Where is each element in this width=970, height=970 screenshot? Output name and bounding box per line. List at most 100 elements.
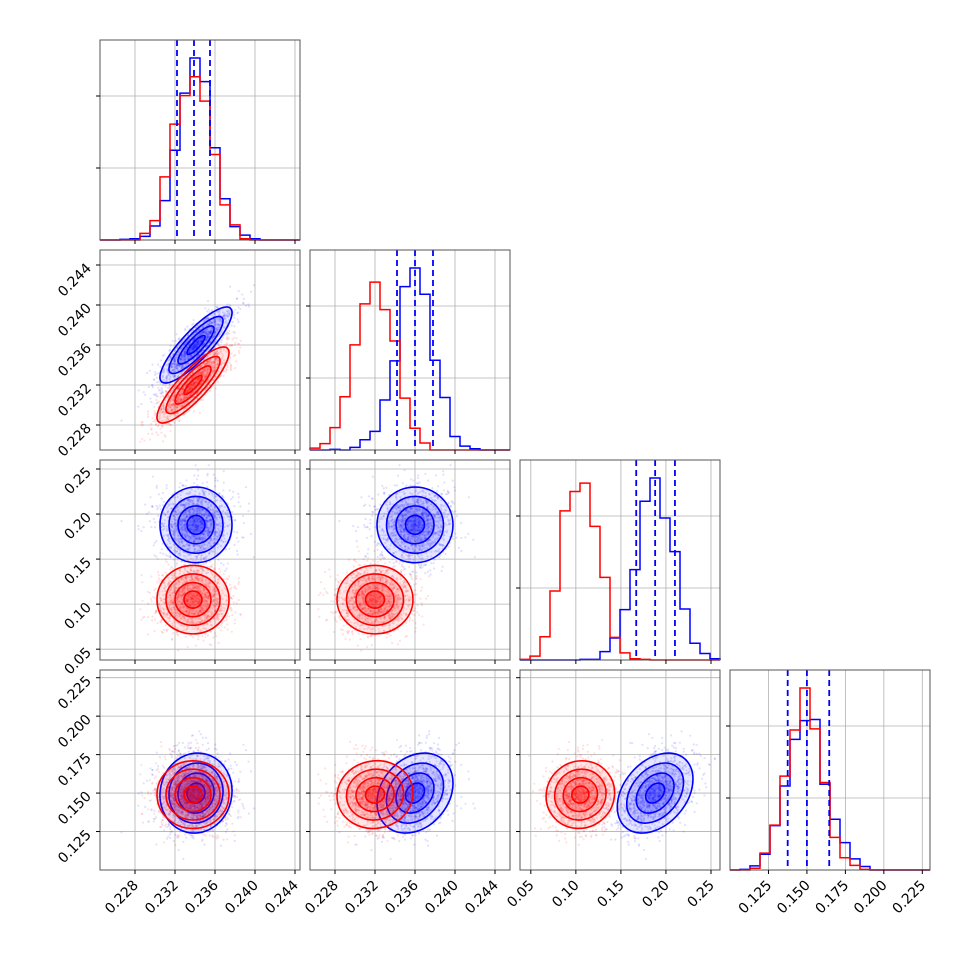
- scatter-point-blue: [161, 379, 164, 382]
- scatter-point-blue: [194, 464, 197, 467]
- scatter-point-blue: [222, 470, 225, 473]
- scatter-point-blue: [228, 304, 231, 307]
- scatter-point-blue: [153, 554, 156, 557]
- scatter-point-blue: [237, 321, 240, 324]
- scatter-point-red: [197, 635, 200, 638]
- scatter-point-red: [164, 623, 167, 627]
- scatter-point-blue: [157, 386, 160, 389]
- scatter-point-blue: [199, 333, 202, 336]
- scatter-point-red: [150, 575, 153, 578]
- scatter-point-blue: [163, 353, 166, 356]
- scatter-point-blue: [213, 324, 216, 327]
- scatter-point-blue: [151, 384, 154, 387]
- scatter-point-blue: [162, 552, 165, 555]
- scatter-point-blue: [180, 355, 183, 358]
- scatter-point-blue: [184, 355, 187, 358]
- scatter-point-blue: [206, 335, 209, 338]
- scatter-point-blue: [177, 351, 180, 354]
- scatter-point-blue: [237, 290, 240, 293]
- scatter-point-blue: [144, 503, 147, 506]
- grid-lines: [100, 40, 930, 870]
- scatter-point-red: [140, 423, 143, 426]
- scatter-point-blue: [181, 364, 184, 367]
- scatter-point-blue: [210, 321, 213, 324]
- scatter-point-red: [230, 586, 233, 589]
- scatter-point-red: [164, 385, 167, 388]
- scatter-point-blue: [183, 350, 186, 353]
- scatter-point-blue: [194, 344, 197, 347]
- scatter-point-blue: [179, 364, 182, 367]
- scatter-point-red: [139, 440, 142, 443]
- scatter-point-red: [206, 634, 209, 637]
- scatter-point-red: [204, 635, 207, 638]
- scatter-point-red: [229, 366, 232, 369]
- scatter-point-blue: [197, 339, 200, 343]
- scatter-point-blue: [214, 320, 217, 324]
- scatter-point-blue: [179, 359, 183, 362]
- scatter-point-blue: [190, 347, 193, 350]
- scatter-point-red: [147, 410, 150, 413]
- scatter-point-blue: [193, 482, 196, 485]
- scatter-point-blue: [187, 362, 190, 365]
- scatter-point-blue: [151, 505, 154, 508]
- scatter-point-blue: [155, 504, 158, 507]
- scatter-point-blue: [169, 349, 172, 352]
- scatter-point-blue: [195, 344, 198, 347]
- scatter-point-red: [178, 419, 181, 422]
- scatter-point-blue: [196, 341, 200, 344]
- scatter-point-blue: [157, 380, 161, 383]
- scatter-point-blue: [173, 358, 176, 361]
- scatter-point-blue: [247, 305, 250, 308]
- scatter-point-blue: [175, 562, 178, 565]
- scatter-point-blue: [231, 510, 234, 514]
- scatter-point-blue: [120, 419, 123, 422]
- scatter-point-red: [141, 437, 144, 440]
- scatter-point-blue: [205, 481, 208, 484]
- scatter-point-blue: [220, 338, 223, 341]
- scatter-point-blue: [181, 484, 184, 487]
- scatter-point-blue: [192, 352, 196, 356]
- scatter-point-blue: [175, 364, 178, 367]
- scatter-point-red: [165, 628, 168, 632]
- scatter-point-blue: [217, 558, 220, 561]
- scatter-point-blue: [252, 556, 256, 559]
- scatter-point-red: [198, 411, 201, 414]
- scatter-point-red: [140, 574, 143, 577]
- scatter-point-blue: [140, 403, 143, 406]
- scatter-point-red: [164, 558, 167, 561]
- scatter-point-red: [141, 599, 144, 602]
- scatter-point-blue: [209, 332, 212, 335]
- scatter-point-blue: [160, 497, 163, 500]
- scatter-point-blue: [226, 332, 229, 335]
- scatter-point-blue: [236, 553, 239, 556]
- scatter-point-red: [202, 639, 205, 642]
- scatter-point-blue: [239, 307, 242, 311]
- scatter-point-blue: [216, 479, 219, 482]
- scatter-point-red: [164, 571, 167, 574]
- scatter-point-blue: [235, 297, 238, 300]
- scatter-point-red: [235, 337, 238, 340]
- scatter-point-blue: [249, 532, 253, 536]
- scatter-point-blue: [213, 312, 216, 316]
- scatter-point-red: [197, 638, 200, 641]
- scatter-point-red: [165, 560, 168, 564]
- scatter-point-red: [150, 427, 153, 430]
- scatter-point-blue: [209, 332, 212, 335]
- scatter-point-blue: [207, 330, 210, 333]
- scatter-point-red: [217, 343, 220, 346]
- scatter-point-red: [214, 387, 217, 390]
- scatter-point-blue: [158, 504, 161, 507]
- scatter-point-red: [153, 418, 156, 421]
- scatter-point-blue: [214, 485, 217, 488]
- scatter-point-blue: [206, 474, 209, 477]
- scatter-point-blue: [173, 359, 176, 362]
- scatter-point-red: [177, 649, 180, 652]
- scatter-point-blue: [212, 473, 215, 476]
- scatter-point-blue: [151, 384, 154, 387]
- scatter-point-red: [167, 563, 170, 566]
- scatter-point-red: [230, 609, 233, 612]
- scatter-point-red: [228, 361, 231, 364]
- scatter-point-blue: [242, 521, 245, 525]
- scatter-point-red: [186, 645, 189, 649]
